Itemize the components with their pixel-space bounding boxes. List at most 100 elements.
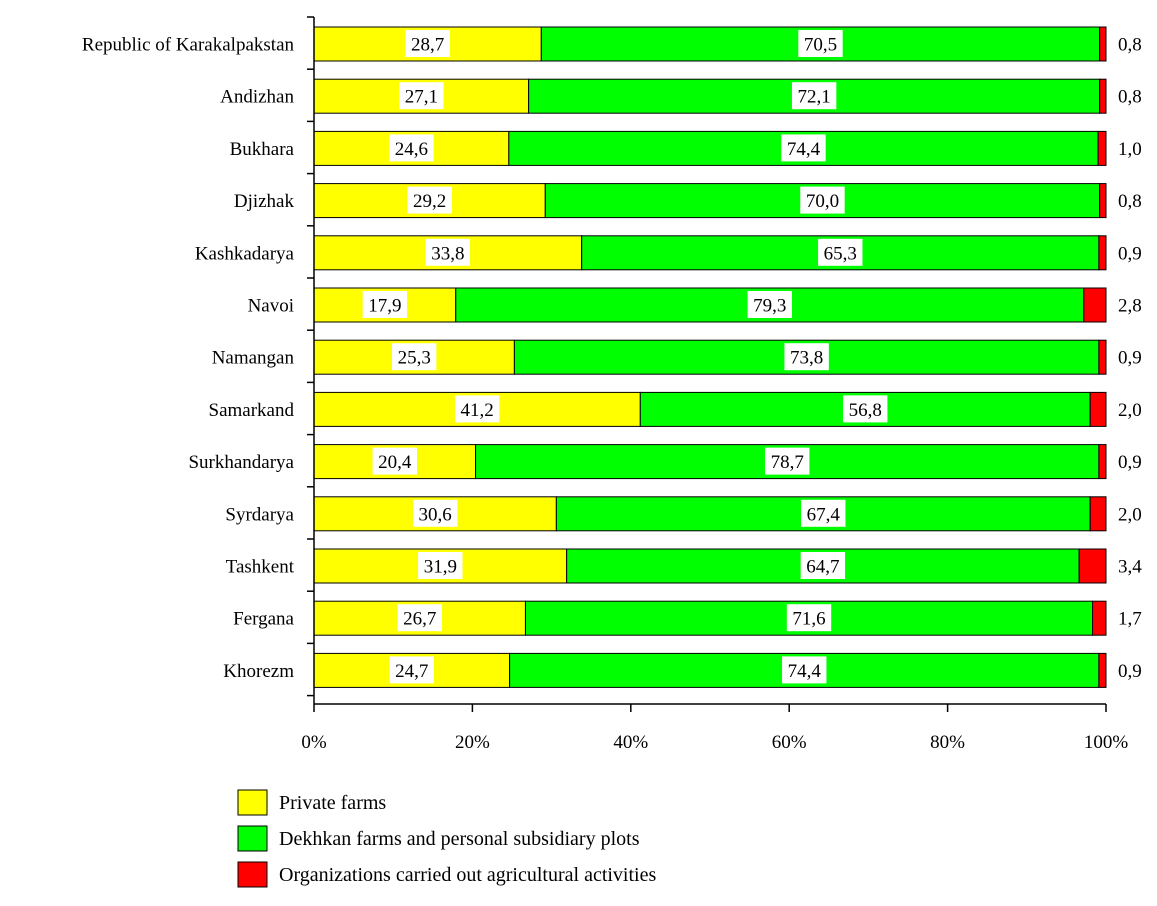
data-label: 2,8 <box>1118 296 1142 317</box>
data-label: 74,4 <box>787 139 821 160</box>
legend-label: Dekhkan farms and personal subsidiary pl… <box>279 828 640 850</box>
x-tick-label: 0% <box>301 732 327 753</box>
data-label: 79,3 <box>753 296 786 317</box>
bar-segment <box>1099 26 1107 62</box>
category-label: Khorezm <box>223 661 294 682</box>
data-label: 2,0 <box>1118 400 1142 421</box>
data-label-background <box>798 30 843 57</box>
x-tick-label: 80% <box>930 732 965 753</box>
data-label-background <box>397 604 442 632</box>
bar-segment <box>1092 600 1107 636</box>
data-label-background <box>425 238 471 266</box>
data-label: 67,4 <box>807 504 841 525</box>
data-label-background <box>800 186 845 214</box>
x-tick-label: 100% <box>1084 732 1129 753</box>
bar-segment <box>1098 339 1107 375</box>
data-label: 0,8 <box>1118 191 1142 212</box>
data-label: 33,8 <box>431 243 464 264</box>
data-label: 20,4 <box>378 452 412 473</box>
category-label: Fergana <box>233 609 294 630</box>
category-label: Republic of Karakalpakstan <box>82 35 295 56</box>
data-label: 0,8 <box>1118 35 1142 56</box>
data-label: 26,7 <box>403 609 436 630</box>
bar-segment <box>1078 548 1107 584</box>
data-label-background <box>391 343 437 371</box>
data-label: 0,9 <box>1118 452 1142 473</box>
data-label-background <box>781 134 826 162</box>
category-label: Navoi <box>248 296 294 317</box>
data-label-background <box>784 343 829 371</box>
data-label-background <box>765 447 810 475</box>
data-label-background <box>843 395 888 423</box>
category-label: Samarkand <box>209 400 295 421</box>
data-label-background <box>782 656 827 684</box>
data-label-background <box>389 656 435 684</box>
data-label: 70,0 <box>806 191 839 212</box>
data-label: 30,6 <box>419 504 452 525</box>
category-label: Kashkadarya <box>195 243 295 264</box>
bar-segment <box>1098 652 1107 688</box>
data-label: 0,9 <box>1118 243 1142 264</box>
data-label: 17,9 <box>368 296 401 317</box>
data-label: 24,7 <box>395 661 428 682</box>
bar-segment <box>1098 444 1107 480</box>
data-label-background <box>389 134 434 162</box>
bar-segment <box>1083 287 1107 323</box>
category-label: Andizhan <box>220 87 294 108</box>
data-label: 1,7 <box>1118 609 1142 630</box>
bar-segment <box>1089 496 1107 532</box>
data-label-background <box>362 291 408 318</box>
data-label-background <box>399 82 444 110</box>
data-label-background <box>405 30 450 57</box>
data-label: 0,9 <box>1118 661 1142 682</box>
data-label: 28,7 <box>411 35 444 56</box>
data-label-background <box>412 499 458 527</box>
data-label: 64,7 <box>806 557 839 578</box>
data-label: 74,4 <box>788 661 822 682</box>
data-label: 72,1 <box>798 87 831 108</box>
legend-swatch <box>237 825 268 852</box>
data-label-background <box>818 238 863 266</box>
data-label-background <box>791 82 837 110</box>
bar-segment <box>1099 78 1107 114</box>
legend-swatch <box>237 861 268 888</box>
x-tick-label: 60% <box>772 732 807 753</box>
legend-label: Private farms <box>279 792 386 814</box>
data-label: 78,7 <box>771 452 804 473</box>
category-label: Bukhara <box>230 139 295 160</box>
data-label: 3,4 <box>1118 557 1142 578</box>
data-label-background <box>372 447 417 475</box>
data-label-background <box>801 499 846 527</box>
data-label: 24,6 <box>395 139 428 160</box>
data-label-background <box>418 552 463 579</box>
category-label: Tashkent <box>226 557 295 578</box>
data-label: 0,8 <box>1118 87 1142 108</box>
bar-segment <box>1098 235 1107 271</box>
data-label-background <box>454 395 500 423</box>
data-label-background <box>747 291 792 318</box>
data-label: 31,9 <box>424 557 457 578</box>
data-label: 56,8 <box>849 400 882 421</box>
data-label: 29,2 <box>413 191 446 212</box>
category-label: Surkhandarya <box>188 452 294 473</box>
data-label: 1,0 <box>1118 139 1142 160</box>
data-label: 65,3 <box>824 243 857 264</box>
x-tick-label: 40% <box>613 732 648 753</box>
data-label: 71,6 <box>792 609 825 630</box>
category-label: Djizhak <box>234 191 295 212</box>
bar-segment <box>1089 391 1107 427</box>
data-label: 70,5 <box>804 35 837 56</box>
data-label: 0,9 <box>1118 348 1142 369</box>
category-label: Namangan <box>212 348 295 369</box>
bar-segment <box>1097 130 1107 166</box>
legend-swatch <box>237 789 268 816</box>
data-label: 2,0 <box>1118 504 1142 525</box>
data-label: 27,1 <box>405 87 438 108</box>
data-label: 25,3 <box>398 348 431 369</box>
data-label-background <box>800 552 846 579</box>
category-label: Syrdarya <box>225 504 294 525</box>
data-label-background <box>407 186 452 214</box>
data-label: 73,8 <box>790 348 823 369</box>
